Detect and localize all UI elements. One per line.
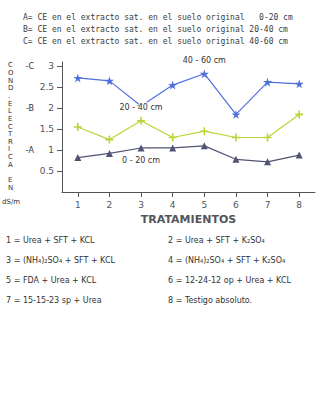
svg-text:TRATAMIENTOS: TRATAMIENTOS xyxy=(141,213,236,226)
svg-text:7: 7 xyxy=(265,200,271,210)
svg-text:A= CE en el extracto sat. en e: A= CE en el extracto sat. en el suelo or… xyxy=(23,13,293,22)
svg-text:3 = (NH₄)₂SO₄ + SFT + KCL: 3 = (NH₄)₂SO₄ + SFT + KCL xyxy=(6,256,116,265)
svg-text:40 - 60 cm: 40 - 60 cm xyxy=(183,56,226,65)
svg-text:1: 1 xyxy=(48,145,54,155)
svg-text:E: E xyxy=(8,176,13,184)
svg-text:6: 6 xyxy=(233,200,239,210)
svg-text:2: 2 xyxy=(48,103,54,113)
svg-text:0 - 20 cm: 0 - 20 cm xyxy=(122,156,160,165)
svg-text:2: 2 xyxy=(107,200,113,210)
svg-text:1 = Urea + SFT + KCL: 1 = Urea + SFT + KCL xyxy=(6,236,95,245)
svg-text:C= CE en el extracto sat. en e: C= CE en el extracto sat. en el suelo or… xyxy=(23,37,288,46)
svg-text:2 = Urea + SFT + K₂SO₄: 2 = Urea + SFT + K₂SO₄ xyxy=(168,236,265,245)
svg-text:2.5: 2.5 xyxy=(40,82,54,92)
svg-text:7 = 15-15-23 sp + Urea: 7 = 15-15-23 sp + Urea xyxy=(6,296,102,305)
svg-text:3: 3 xyxy=(138,200,144,210)
svg-text:5 = FDA + Urea + KCL: 5 = FDA + Urea + KCL xyxy=(6,276,97,285)
svg-text:C: C xyxy=(8,153,13,162)
svg-text:O: O xyxy=(8,69,14,77)
svg-text:4 = (NH₄)₂SO₄ + SFT + K₂SO₄: 4 = (NH₄)₂SO₄ + SFT + K₂SO₄ xyxy=(168,256,285,265)
svg-text:A: A xyxy=(8,160,13,169)
svg-text:C: C xyxy=(8,122,13,131)
svg-text:dS/m: dS/m xyxy=(2,198,20,206)
svg-text:6 = 12-24-12 op + Urea + KCL: 6 = 12-24-12 op + Urea + KCL xyxy=(168,276,291,285)
svg-text:4: 4 xyxy=(170,200,176,210)
svg-text:T: T xyxy=(8,130,13,139)
svg-text:L: L xyxy=(8,107,12,116)
svg-text:E: E xyxy=(8,114,13,123)
svg-text:E: E xyxy=(8,99,13,108)
svg-text:0.5: 0.5 xyxy=(40,166,54,176)
svg-text:20 - 40 cm: 20 - 40 cm xyxy=(120,103,163,112)
svg-text:-C: -C xyxy=(26,62,35,71)
svg-text:N: N xyxy=(8,76,14,85)
svg-text:-B: -B xyxy=(26,104,34,113)
svg-text:-A: -A xyxy=(26,146,35,155)
svg-text:8: 8 xyxy=(296,200,302,210)
svg-text:I: I xyxy=(8,145,11,154)
svg-text:1: 1 xyxy=(75,200,81,210)
svg-text:3: 3 xyxy=(48,61,54,71)
svg-text:5: 5 xyxy=(201,200,207,210)
svg-text:D: D xyxy=(8,84,14,93)
svg-text:N: N xyxy=(8,184,13,192)
svg-text:C: C xyxy=(8,61,13,70)
svg-text:B= CE en el extracto sat. en e: B= CE en el extracto sat. en el suelo or… xyxy=(23,25,288,34)
svg-text:R: R xyxy=(8,137,13,146)
svg-text:1.5: 1.5 xyxy=(40,124,54,134)
svg-text:8 = Testigo absoluto.: 8 = Testigo absoluto. xyxy=(168,296,252,305)
